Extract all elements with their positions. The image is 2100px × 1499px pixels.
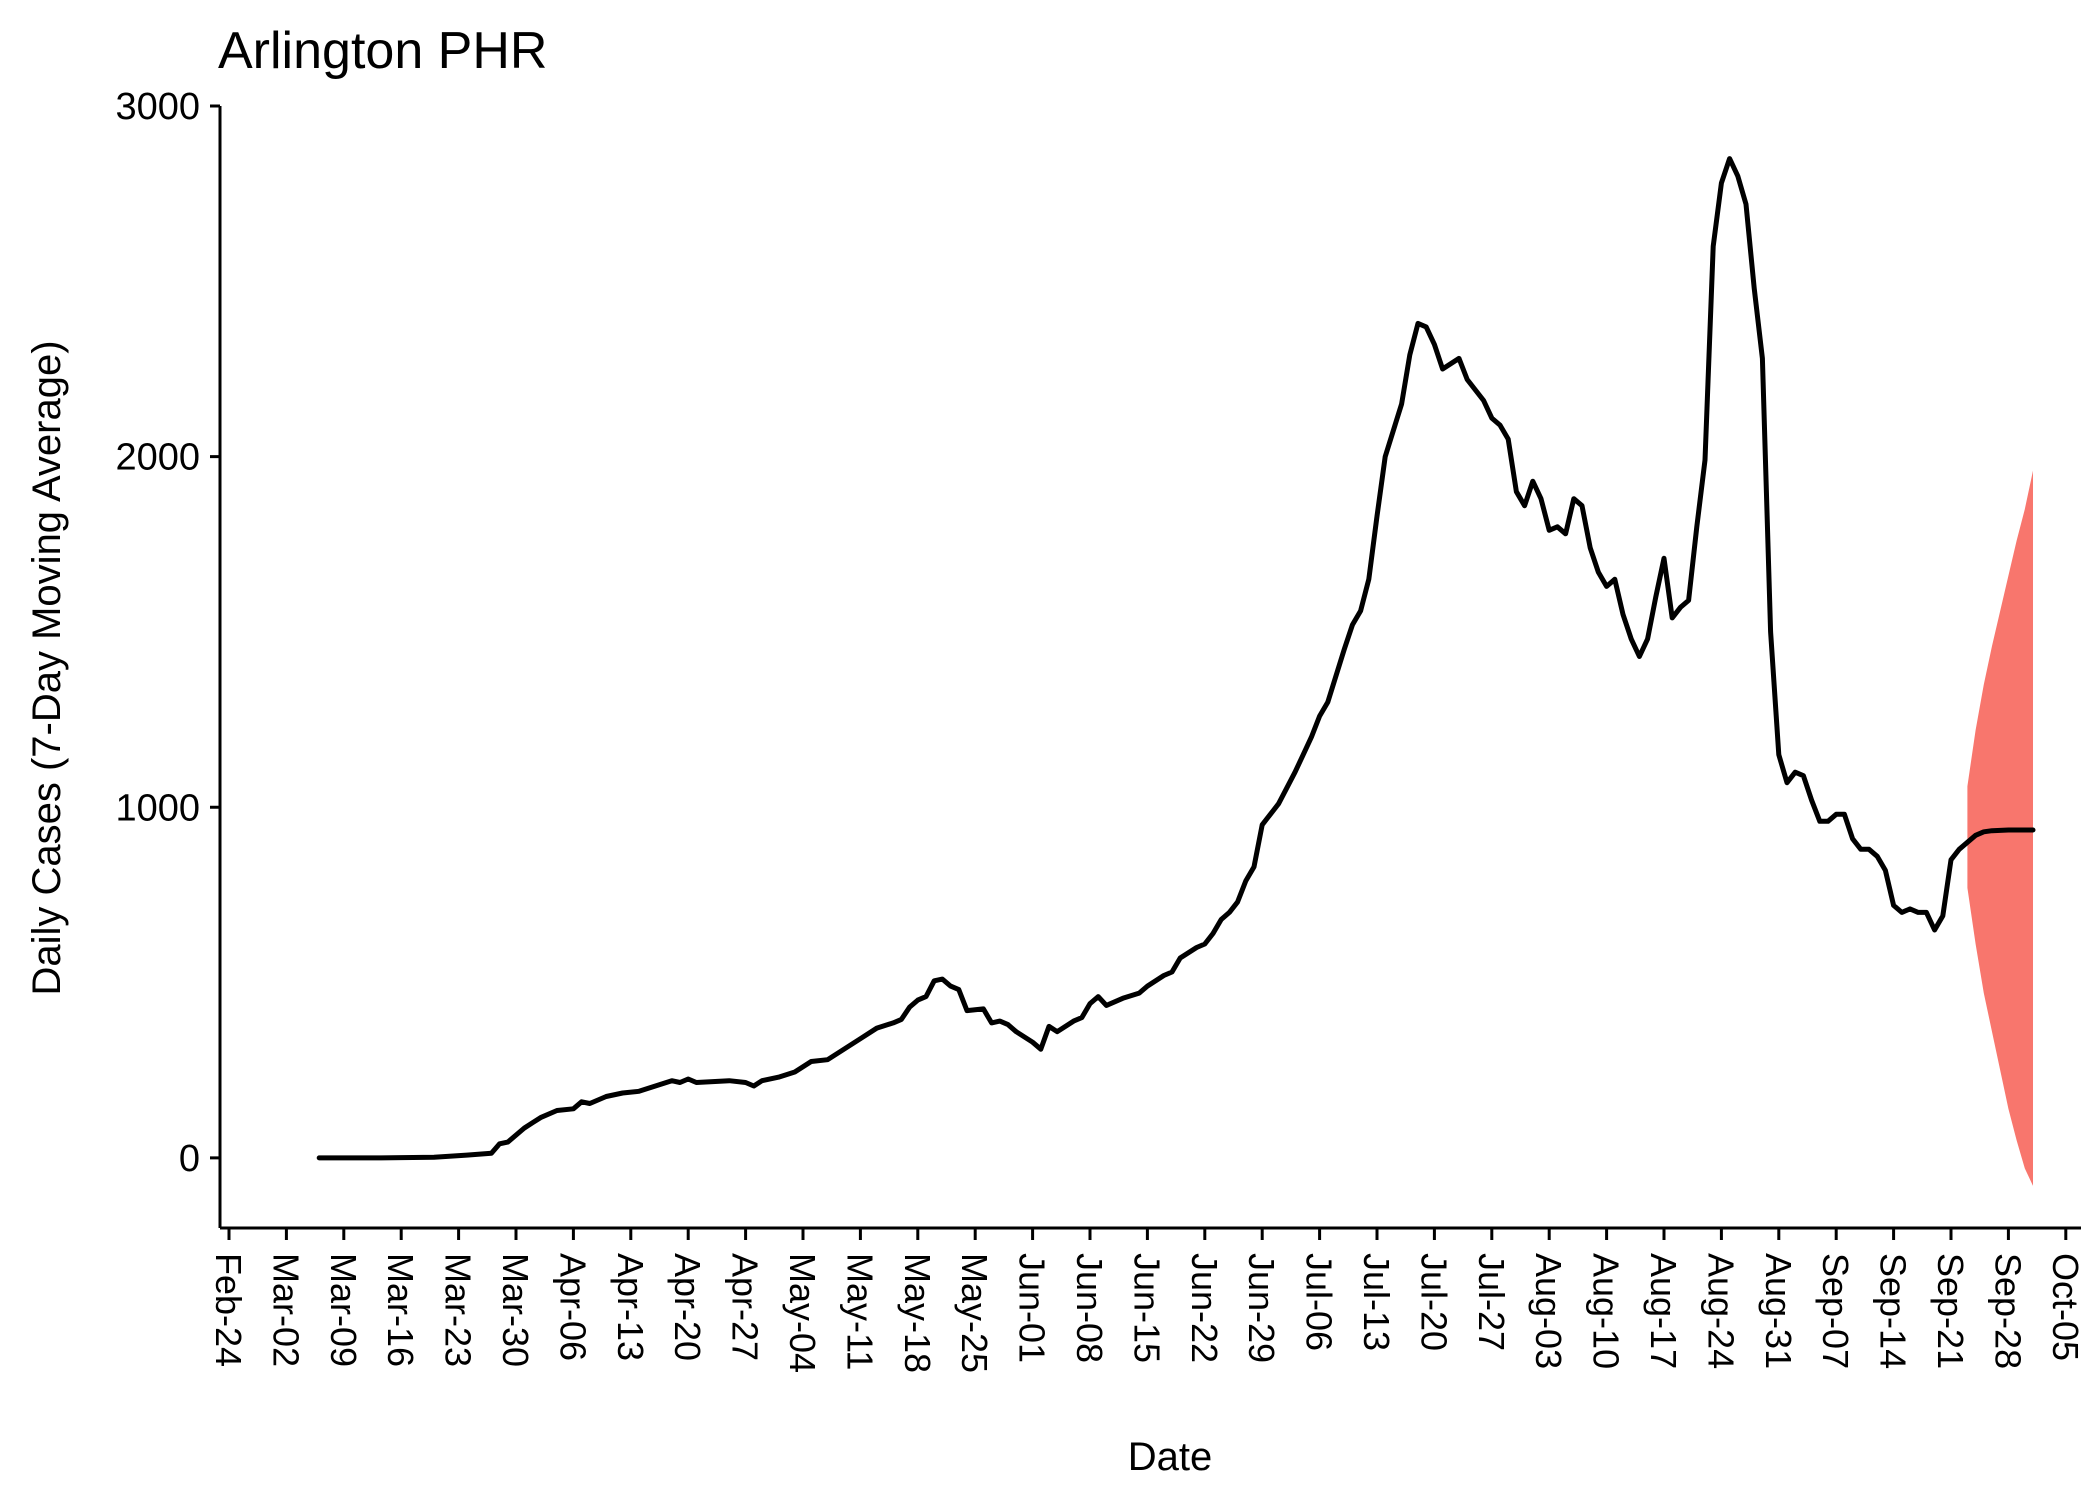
x-tick-label: Jul-13 (1356, 1253, 1397, 1351)
y-tick-label: 2000 (115, 437, 200, 479)
x-tick-label: Jun-08 (1069, 1253, 1110, 1363)
x-tick-label: Jul-20 (1413, 1253, 1454, 1351)
x-tick-label: Apr-13 (610, 1253, 651, 1361)
x-tick-label: Oct-05 (2045, 1253, 2086, 1361)
x-axis: Feb-24 Mar-02 Mar-09 Mar-16 Mar-23 Mar-30 Apr-… (208, 1226, 2086, 1373)
series-line (316, 156, 2036, 1161)
x-tick-label: Jun-29 (1241, 1253, 1282, 1363)
x-tick-label: Mar-16 (380, 1253, 421, 1367)
x-tick-label: Jun-01 (1012, 1253, 1053, 1363)
x-tick-label: May-04 (782, 1253, 823, 1373)
chart-title: Arlington PHR (218, 22, 547, 80)
x-tick-label: Aug-17 (1643, 1253, 1684, 1369)
x-tick-label: Jun-15 (1126, 1253, 1167, 1363)
x-tick-label: Mar-23 (438, 1253, 479, 1367)
x-tick-label: Sep-07 (1815, 1253, 1856, 1369)
plot-area (316, 156, 2036, 1186)
x-tick-label: Feb-24 (208, 1253, 249, 1367)
y-tick-label: 3000 (115, 86, 200, 128)
x-tick-label: Sep-14 (1873, 1253, 1914, 1369)
x-axis-title: Date (1128, 1435, 1213, 1479)
x-tick-label: Apr-06 (552, 1253, 593, 1361)
x-tick-label: May-25 (954, 1253, 995, 1373)
x-tick-label: Jul-06 (1299, 1253, 1340, 1351)
x-tick-label: Sep-21 (1930, 1253, 1971, 1369)
x-tick-label: Mar-02 (265, 1253, 306, 1367)
x-tick-label: Aug-31 (1758, 1253, 1799, 1369)
x-tick-label: Aug-24 (1700, 1253, 1741, 1369)
y-tick-label: 0 (179, 1138, 200, 1180)
x-tick-label: Aug-03 (1528, 1253, 1569, 1369)
x-tick-label: Jun-22 (1184, 1253, 1225, 1363)
x-tick-label: May-18 (897, 1253, 938, 1373)
y-tick-label: 1000 (115, 787, 200, 829)
x-tick-label: Apr-27 (725, 1253, 766, 1361)
y-axis: 0 1000 2000 3000 (115, 86, 222, 1228)
x-tick-label: Sep-28 (1987, 1253, 2028, 1369)
x-tick-label: Mar-30 (495, 1253, 536, 1367)
x-tick-label: May-11 (839, 1253, 880, 1370)
x-tick-label: Apr-20 (667, 1253, 708, 1361)
x-tick-label: Jul-27 (1471, 1253, 1512, 1351)
x-tick-label: Aug-10 (1586, 1253, 1627, 1369)
x-tick-label: Mar-09 (323, 1253, 364, 1367)
y-axis-title: Daily Cases (7-Day Moving Average) (25, 340, 69, 995)
